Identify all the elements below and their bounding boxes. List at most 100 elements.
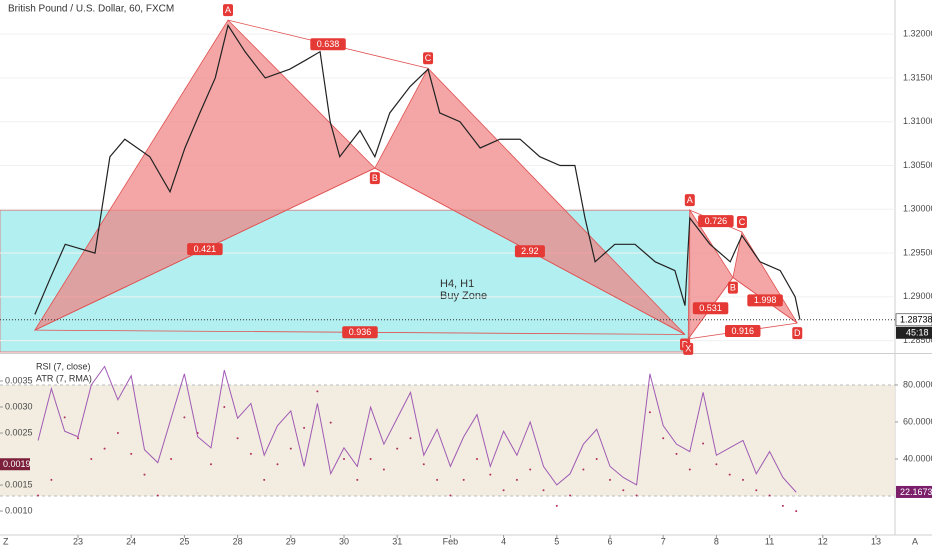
atr-dot	[37, 494, 40, 497]
atr-dot	[316, 390, 319, 393]
atr-dot	[702, 442, 705, 445]
zone-label: Buy Zone	[440, 290, 487, 302]
atr-dot	[289, 447, 292, 450]
atr-dot	[768, 494, 771, 497]
rsi-last-box	[896, 485, 932, 498]
y2-tick-label: 80.0000	[903, 379, 932, 389]
atr-dot	[489, 473, 492, 476]
legend-entry: RSI (7, close)	[36, 361, 91, 371]
atr-dot	[143, 473, 146, 476]
ratio-box	[310, 38, 346, 51]
y-tick-label: 0.0025	[5, 427, 33, 437]
y-tick-label: 0.0015	[5, 479, 33, 489]
point-label: C	[739, 217, 746, 227]
atr-dot	[263, 478, 266, 481]
pattern-point	[792, 327, 803, 340]
atr-dot	[555, 504, 558, 507]
ratio-box	[698, 215, 734, 228]
corner-label: Z	[3, 536, 9, 546]
x-tick-label: 13	[871, 536, 881, 546]
zone-label: H4, H1	[440, 278, 474, 290]
atr-dot	[569, 494, 572, 497]
atr-dot	[515, 478, 518, 481]
atr-dot	[662, 437, 665, 440]
y-tick-label: 0.0030	[5, 401, 33, 411]
point-label: C	[425, 53, 432, 63]
atr-dot	[728, 473, 731, 476]
y-tick-label: 1.31000	[903, 116, 932, 126]
atr-dot	[449, 494, 452, 497]
ratio-label: 0.726	[705, 216, 728, 226]
ratio-box	[724, 324, 761, 337]
x-tick-label: 12	[818, 536, 828, 546]
atr-dot	[196, 432, 199, 435]
y2-tick-label: 40.0000	[903, 453, 932, 463]
ratio-label: 0.936	[349, 327, 372, 337]
atr-dot	[303, 426, 306, 429]
pattern-point	[727, 281, 738, 294]
atr-dot	[475, 458, 478, 461]
atr-dot	[356, 478, 359, 481]
y-tick-label: 1.32000	[903, 29, 932, 39]
point-label: A	[225, 5, 231, 15]
x-tick-label: 5	[554, 536, 559, 546]
pattern-point	[223, 4, 234, 17]
y-tick-label: 1.31500	[903, 72, 932, 82]
atr-dot	[329, 421, 332, 424]
x-tick-label: 24	[126, 536, 136, 546]
y-tick-label: 0.0010	[5, 505, 33, 515]
atr-dot	[648, 411, 651, 414]
point-label: A	[687, 195, 693, 205]
atr-dot	[595, 458, 598, 461]
x-tick-label: 28	[233, 536, 243, 546]
atr-dot	[103, 447, 106, 450]
ratio-box	[514, 245, 545, 258]
x-tick-label: 11	[765, 536, 774, 546]
x-tick-label: 23	[73, 536, 83, 546]
atr-dot	[156, 494, 159, 497]
rsi-band	[0, 384, 895, 496]
y-tick-label: 0.0035	[5, 375, 33, 385]
y-tick-label: 1.29000	[903, 291, 932, 301]
atr-dot	[409, 437, 412, 440]
atr-dot	[63, 416, 66, 419]
atr-dot	[609, 478, 612, 481]
point-label: B	[372, 173, 378, 183]
point-label: B	[730, 282, 736, 292]
atr-dot	[795, 510, 798, 513]
ratio-box	[342, 326, 378, 339]
atr-dot	[369, 458, 372, 461]
atr-dot	[688, 468, 691, 471]
ratio-label: 0.421	[194, 244, 217, 254]
y-tick-label: 1.30500	[903, 160, 932, 170]
atr-dot	[276, 463, 279, 466]
atr-dot	[502, 489, 505, 492]
ratio-label: 0.638	[317, 39, 340, 49]
atr-dot	[236, 437, 239, 440]
ratio-box	[692, 302, 729, 315]
atr-dot	[715, 463, 718, 466]
pattern-point	[423, 52, 434, 65]
x-tick-label: 4	[501, 536, 506, 546]
x-tick-label: 25	[179, 536, 189, 546]
atr-dot	[130, 452, 133, 455]
y-tick-label: 1.29500	[903, 247, 932, 257]
pattern-point	[369, 172, 380, 185]
atr-dot	[622, 489, 625, 492]
pattern-point	[683, 342, 694, 355]
atr-dot	[396, 447, 399, 450]
last-price-label: 1.28738	[900, 315, 932, 325]
atr-dot	[529, 468, 532, 471]
atr-dot	[755, 489, 758, 492]
x-tick-label: 6	[607, 536, 612, 546]
x-tick-label: Feb	[443, 536, 459, 546]
atr-dot	[183, 416, 186, 419]
point-label: X	[685, 344, 691, 354]
atr-dot	[582, 468, 585, 471]
corner-label: A	[912, 536, 918, 546]
rsi-last-label: 22.1673	[900, 487, 932, 497]
atr-dot	[781, 504, 784, 507]
atr-dot	[742, 478, 745, 481]
